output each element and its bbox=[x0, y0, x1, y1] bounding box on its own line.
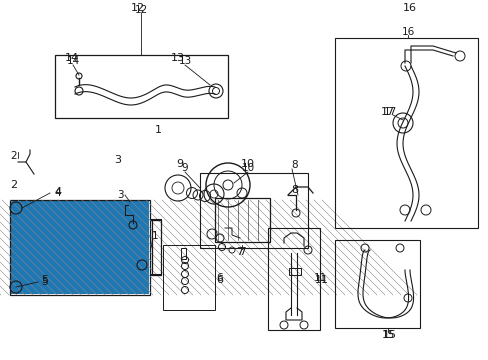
Text: 17: 17 bbox=[380, 107, 394, 117]
Text: 1: 1 bbox=[154, 125, 161, 135]
Text: 13: 13 bbox=[171, 53, 184, 63]
Text: 14: 14 bbox=[66, 56, 80, 66]
Bar bbox=[152, 220, 161, 275]
Text: 17: 17 bbox=[383, 107, 396, 117]
Text: 9: 9 bbox=[182, 163, 188, 173]
Text: 15: 15 bbox=[382, 330, 396, 340]
Text: 3: 3 bbox=[117, 190, 123, 200]
Text: 6: 6 bbox=[216, 275, 223, 285]
Text: 7: 7 bbox=[238, 247, 245, 257]
Bar bbox=[267, 228, 319, 330]
Text: 5: 5 bbox=[41, 275, 48, 285]
Bar bbox=[163, 245, 215, 310]
Text: 2: 2 bbox=[10, 180, 18, 190]
Bar bbox=[334, 240, 419, 328]
Bar bbox=[181, 248, 185, 259]
Bar bbox=[288, 268, 301, 275]
Text: 11: 11 bbox=[313, 273, 326, 283]
Bar bbox=[200, 173, 307, 248]
Text: 10: 10 bbox=[241, 159, 254, 169]
Text: 14: 14 bbox=[65, 53, 79, 63]
Text: 1: 1 bbox=[151, 231, 158, 241]
Text: 9: 9 bbox=[176, 159, 183, 169]
Text: 5: 5 bbox=[41, 277, 48, 287]
Text: 13: 13 bbox=[178, 56, 191, 66]
Text: 16: 16 bbox=[401, 27, 414, 37]
Bar bbox=[55, 55, 227, 118]
Text: 12: 12 bbox=[131, 3, 145, 13]
Text: 3: 3 bbox=[114, 155, 121, 165]
Text: 2: 2 bbox=[11, 151, 17, 161]
Text: 7: 7 bbox=[236, 247, 243, 257]
Bar bbox=[10, 200, 150, 295]
Text: 4: 4 bbox=[55, 188, 61, 198]
Text: 12: 12 bbox=[134, 5, 147, 15]
Text: 8: 8 bbox=[291, 185, 298, 195]
Text: 8: 8 bbox=[291, 160, 298, 170]
Text: 11: 11 bbox=[314, 275, 328, 285]
Text: 4: 4 bbox=[54, 187, 61, 197]
Bar bbox=[215, 198, 269, 242]
Text: 10: 10 bbox=[241, 163, 254, 173]
Bar bbox=[11, 201, 149, 294]
Text: 16: 16 bbox=[402, 3, 416, 13]
Bar bbox=[334, 38, 477, 228]
Text: 6: 6 bbox=[216, 273, 223, 283]
Text: 15: 15 bbox=[381, 330, 394, 340]
